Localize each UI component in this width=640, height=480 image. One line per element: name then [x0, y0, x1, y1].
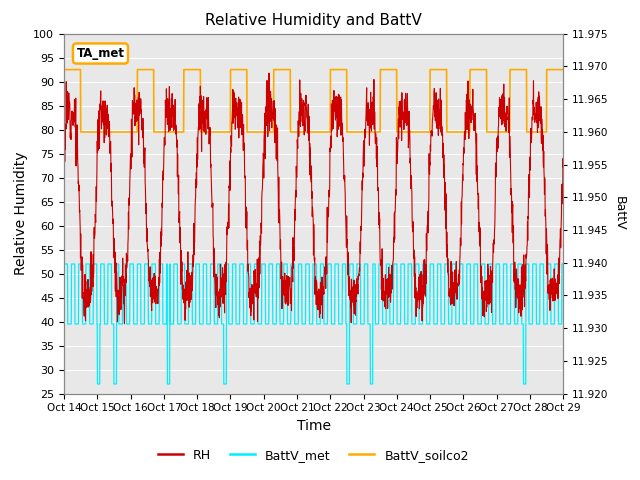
Y-axis label: BattV: BattV — [612, 196, 625, 231]
X-axis label: Time: Time — [296, 419, 331, 433]
Text: TA_met: TA_met — [77, 47, 124, 60]
Legend: RH, BattV_met, BattV_soilco2: RH, BattV_met, BattV_soilco2 — [153, 444, 474, 467]
Title: Relative Humidity and BattV: Relative Humidity and BattV — [205, 13, 422, 28]
Y-axis label: Relative Humidity: Relative Humidity — [13, 152, 28, 276]
